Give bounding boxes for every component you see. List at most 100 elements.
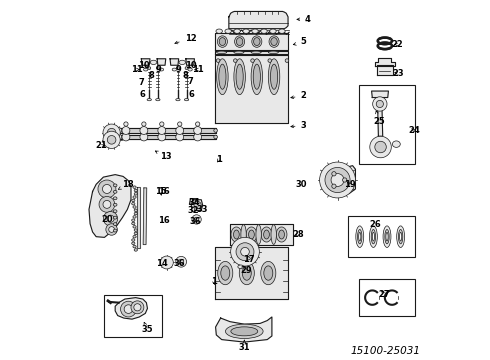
Ellipse shape — [148, 67, 151, 69]
Text: 5: 5 — [294, 37, 306, 46]
Bar — [359, 279, 415, 316]
Ellipse shape — [134, 189, 137, 192]
Polygon shape — [229, 12, 288, 29]
Text: 33: 33 — [197, 205, 208, 214]
Ellipse shape — [196, 129, 200, 133]
Text: 17: 17 — [244, 255, 255, 264]
Ellipse shape — [371, 229, 375, 244]
Text: 21: 21 — [95, 141, 107, 150]
Circle shape — [160, 256, 173, 269]
Ellipse shape — [158, 127, 166, 134]
Circle shape — [370, 136, 392, 158]
Ellipse shape — [217, 59, 228, 95]
Polygon shape — [339, 166, 355, 194]
Bar — [359, 85, 415, 164]
Text: 34: 34 — [188, 198, 200, 207]
Ellipse shape — [243, 266, 251, 280]
Polygon shape — [215, 33, 288, 50]
Ellipse shape — [133, 226, 136, 228]
Text: 18: 18 — [119, 180, 133, 189]
Ellipse shape — [194, 127, 201, 134]
Circle shape — [231, 237, 259, 266]
Ellipse shape — [192, 207, 195, 212]
Ellipse shape — [185, 67, 188, 69]
Circle shape — [103, 212, 118, 226]
Polygon shape — [378, 108, 383, 136]
Ellipse shape — [225, 29, 231, 33]
Text: 11: 11 — [131, 65, 143, 74]
Polygon shape — [191, 200, 203, 211]
Text: 20: 20 — [101, 215, 113, 224]
Ellipse shape — [150, 60, 157, 64]
Ellipse shape — [142, 122, 146, 126]
Ellipse shape — [113, 184, 117, 187]
Polygon shape — [190, 199, 196, 204]
Circle shape — [106, 224, 117, 235]
Circle shape — [236, 243, 254, 261]
Ellipse shape — [332, 172, 336, 176]
Text: 23: 23 — [392, 69, 404, 78]
Text: 6: 6 — [189, 90, 195, 99]
Ellipse shape — [397, 226, 405, 247]
Ellipse shape — [134, 209, 137, 212]
Circle shape — [241, 247, 249, 256]
Ellipse shape — [234, 29, 240, 33]
Ellipse shape — [133, 235, 136, 238]
Ellipse shape — [134, 232, 137, 235]
Ellipse shape — [113, 190, 117, 193]
Ellipse shape — [270, 64, 278, 89]
Text: 24: 24 — [408, 126, 420, 135]
Ellipse shape — [214, 135, 218, 139]
Ellipse shape — [122, 127, 130, 134]
Circle shape — [176, 256, 187, 267]
Polygon shape — [215, 55, 288, 123]
Ellipse shape — [194, 133, 201, 141]
Circle shape — [375, 141, 386, 153]
Ellipse shape — [176, 99, 180, 101]
Text: 15100-25031: 15100-25031 — [351, 346, 421, 356]
Ellipse shape — [132, 242, 135, 244]
Ellipse shape — [261, 29, 267, 33]
Ellipse shape — [270, 29, 276, 33]
Polygon shape — [216, 317, 272, 342]
Ellipse shape — [113, 210, 117, 213]
Text: 30: 30 — [296, 180, 307, 189]
Text: 36: 36 — [190, 217, 201, 226]
Ellipse shape — [239, 261, 254, 285]
Polygon shape — [143, 188, 147, 244]
Ellipse shape — [134, 249, 137, 251]
Circle shape — [134, 304, 141, 311]
Ellipse shape — [144, 68, 148, 71]
Ellipse shape — [238, 265, 244, 269]
Circle shape — [103, 124, 120, 141]
Ellipse shape — [214, 129, 218, 132]
Circle shape — [103, 131, 120, 148]
Ellipse shape — [236, 64, 243, 89]
Ellipse shape — [271, 38, 277, 45]
Polygon shape — [115, 298, 147, 319]
Ellipse shape — [219, 38, 225, 45]
Ellipse shape — [196, 122, 200, 126]
Ellipse shape — [116, 128, 122, 134]
Polygon shape — [157, 59, 166, 65]
Ellipse shape — [279, 29, 285, 33]
Ellipse shape — [113, 216, 117, 219]
Ellipse shape — [218, 36, 227, 47]
Bar — [104, 295, 162, 337]
Ellipse shape — [133, 246, 136, 248]
Text: 10: 10 — [185, 62, 196, 71]
Ellipse shape — [269, 51, 278, 54]
Text: 1: 1 — [216, 155, 222, 164]
Ellipse shape — [176, 127, 184, 134]
Ellipse shape — [133, 186, 136, 188]
Ellipse shape — [113, 203, 117, 206]
Text: 19: 19 — [344, 180, 356, 189]
Circle shape — [192, 215, 201, 224]
Circle shape — [194, 202, 201, 209]
Polygon shape — [215, 51, 288, 54]
Ellipse shape — [124, 122, 128, 126]
Polygon shape — [215, 247, 288, 299]
Ellipse shape — [253, 64, 260, 89]
Text: 31: 31 — [239, 340, 250, 352]
Polygon shape — [375, 58, 395, 66]
